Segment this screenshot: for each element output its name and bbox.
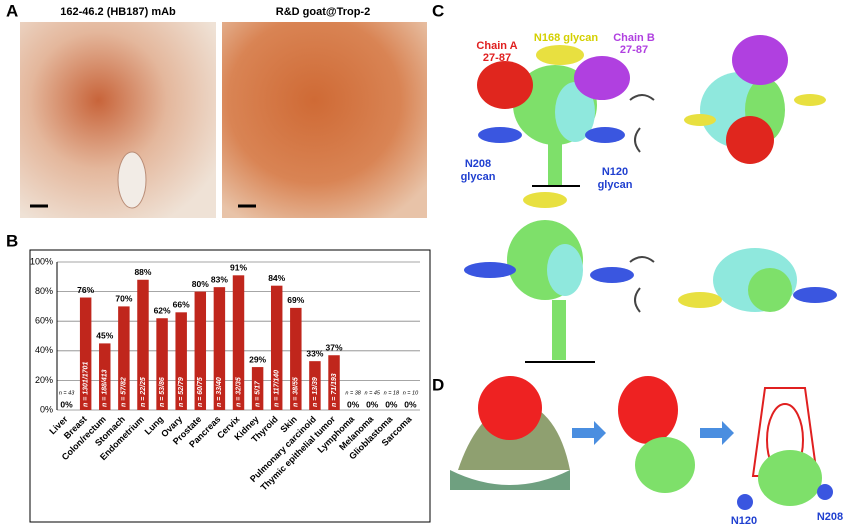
structure-label: glycan [461,171,496,183]
chart-frame [29,249,431,523]
structure-label: 27-87 [483,52,511,64]
histology-image [222,22,427,218]
structure-label: Chain B [613,32,655,44]
y-tick-label: 80% [35,286,53,296]
structure-label: glycan [598,179,633,191]
sample-size: n = 38 [345,390,361,396]
sample-size: n = 117/140 [274,370,281,407]
bar [156,318,168,410]
sample-size: n = 5/17 [254,380,261,407]
value-label: 76% [77,285,94,295]
sample-size: n = 10 [403,390,419,396]
panel-label: D [432,375,444,394]
value-label: 69% [287,295,304,305]
histology-image [20,22,216,218]
value-label: 0% [385,399,398,409]
value-label: 80% [192,279,209,289]
value-label: 0% [60,399,73,409]
panel-label: B [6,231,18,250]
bar [99,343,111,410]
image-detail [117,151,147,209]
y-tick-label: 60% [35,316,53,326]
sample-size: n = 22/25 [140,377,147,407]
value-label: 83% [211,274,228,284]
structure-label: 27-87 [620,44,648,56]
value-label: 33% [306,348,323,358]
bar [270,285,283,410]
value-label: 88% [134,267,151,277]
protein-structure [464,35,837,363]
image-title: R&D goat@Trop-2 [276,6,370,18]
sample-size: n = 45 [365,390,381,396]
value-label: 45% [96,331,113,341]
protein-structure [450,376,833,510]
bar [290,307,302,410]
structure-label: N120 [602,166,628,178]
sample-size: n = 43 [59,390,75,396]
value-label: 29% [249,354,266,364]
y-tick-label: 100% [30,256,53,266]
sample-size: n = 33/40 [216,377,223,407]
bar [79,297,92,410]
bar [194,291,207,410]
image-title: 162-46.2 (HB187) mAb [60,6,176,18]
sample-size: n = 53/86 [159,377,166,407]
structure-label: N208 [817,511,843,523]
bar [309,361,321,410]
bar [328,355,340,410]
sample-size: n = 32/35 [235,377,242,407]
y-tick-label: 40% [35,345,53,355]
value-label: 62% [154,305,171,315]
sample-size: n = 57/82 [121,377,128,407]
bar [251,367,264,410]
structure-label: N120 [731,515,757,527]
sample-size: n = 188/413 [102,369,109,407]
bar [118,306,130,410]
bar [213,287,226,410]
value-label: 0% [366,399,379,409]
panel-label: A [6,1,18,20]
sample-size: n = 38/55 [293,377,300,407]
sample-size: n = 13/39 [312,377,319,407]
value-label: 66% [173,300,190,310]
value-label: 0% [404,399,417,409]
y-tick-label: 20% [35,375,53,385]
structure-label: Chain A [476,40,517,52]
structure-label: N168 glycan [534,32,598,44]
bar [232,275,245,410]
value-label: 84% [268,273,285,283]
bar [137,279,149,410]
value-label: 37% [326,342,343,352]
sample-size: n = 52/79 [178,377,185,407]
structure-label: N208 [465,158,491,170]
bar [175,312,187,410]
sample-size: n = 71/193 [331,373,338,407]
value-label: 91% [230,263,247,273]
value-label: 70% [115,294,132,304]
panel-label: C [432,1,444,20]
y-tick-label: 0% [40,404,53,414]
sample-size: n = 60/75 [197,377,204,407]
sample-size: n = 18 [384,390,400,396]
value-label: 0% [347,399,360,409]
sample-size: n = 1301/1701 [83,362,90,407]
